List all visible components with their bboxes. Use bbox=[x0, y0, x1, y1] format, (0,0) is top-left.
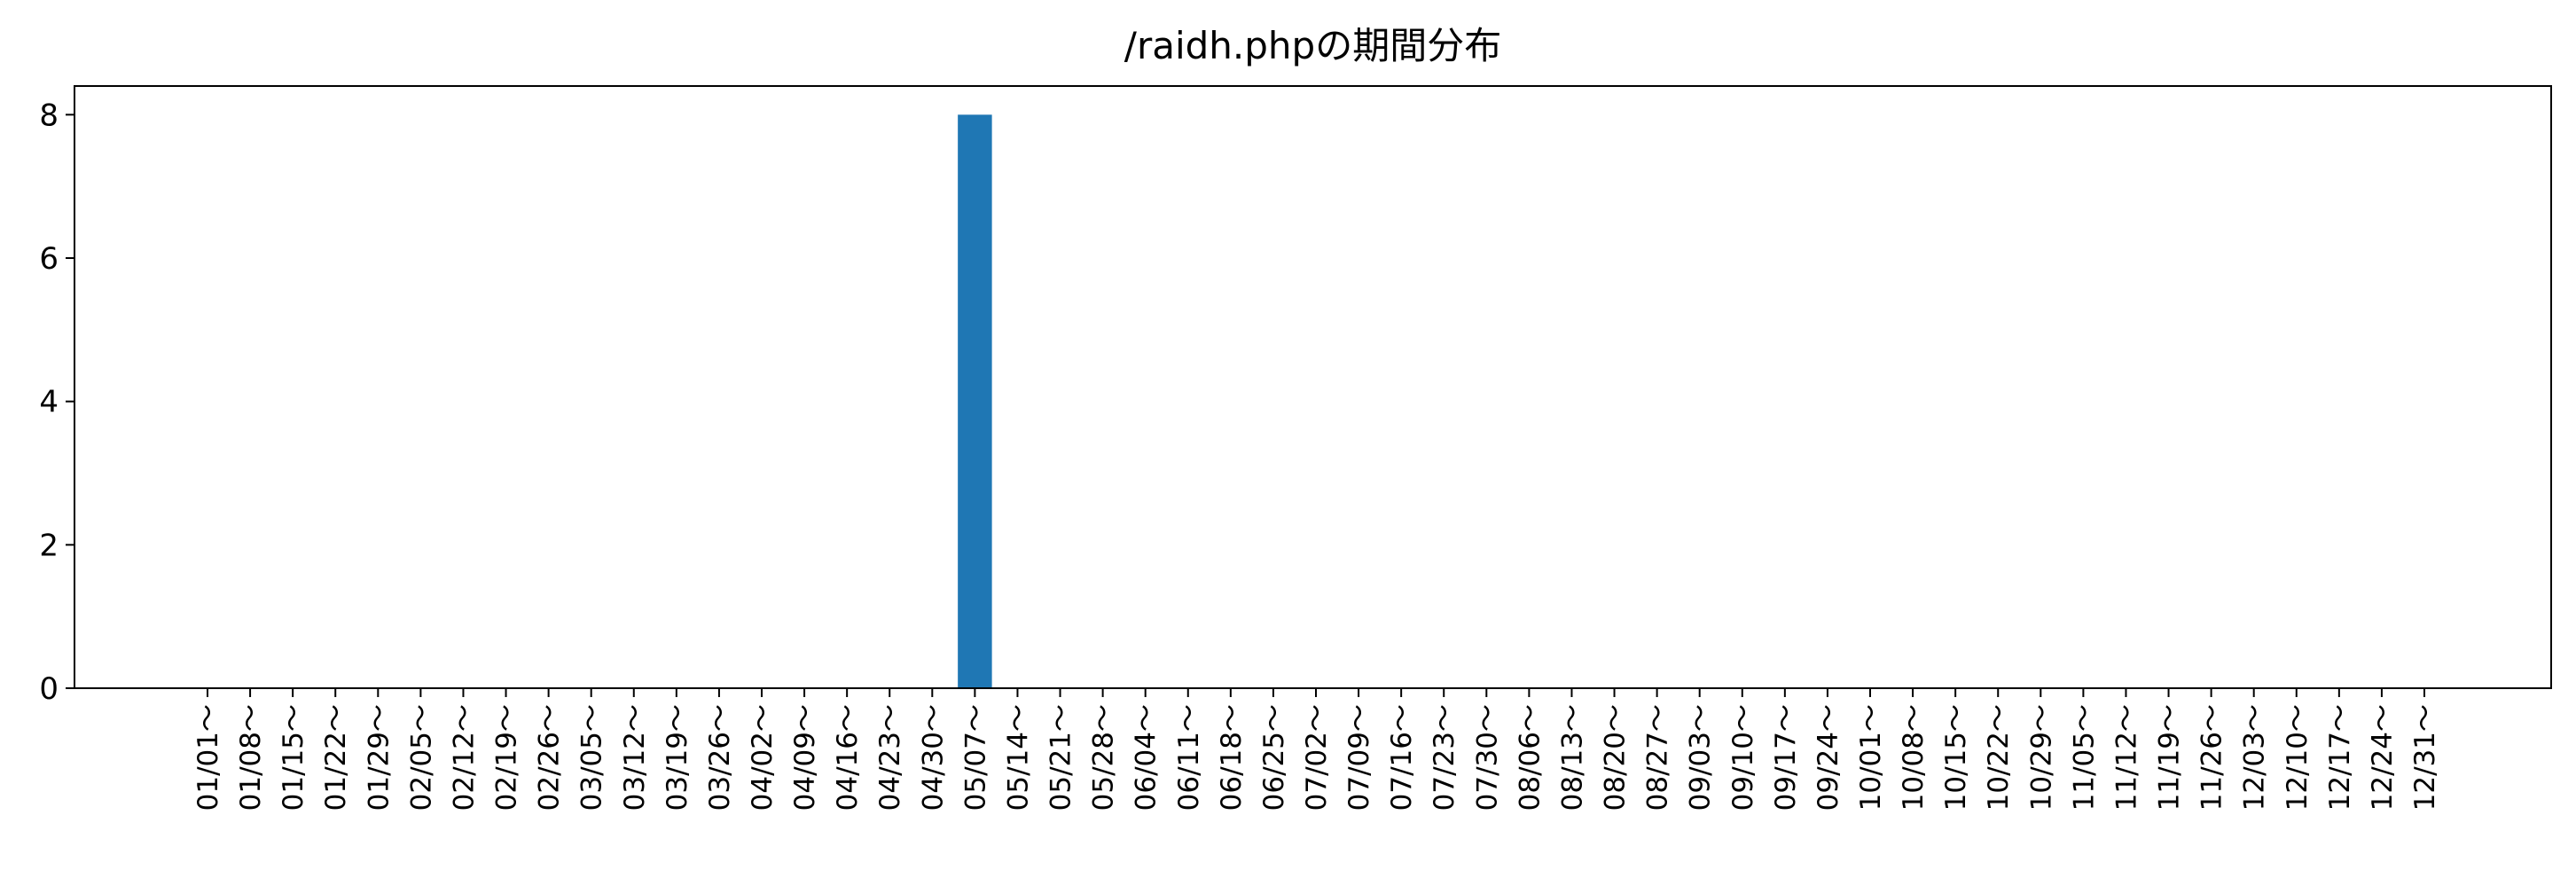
x-tick-label: 07/02～ bbox=[1301, 704, 1333, 811]
x-tick-label: 12/17～ bbox=[2324, 704, 2356, 811]
x-tick-label: 09/10～ bbox=[1727, 704, 1759, 811]
x-tick-label: 04/02～ bbox=[747, 704, 779, 811]
x-tick-label: 11/12～ bbox=[2110, 704, 2142, 811]
y-tick-label: 0 bbox=[39, 671, 59, 707]
x-tick-label: 10/01～ bbox=[1855, 704, 1887, 811]
bar bbox=[958, 114, 992, 689]
y-tick-label: 4 bbox=[39, 385, 59, 420]
x-tick-label: 01/15～ bbox=[278, 704, 309, 811]
x-tick-label: 12/10～ bbox=[2282, 704, 2314, 811]
x-tick-label: 03/05～ bbox=[576, 704, 608, 811]
x-tick-label: 02/19～ bbox=[491, 704, 523, 811]
x-tick-label: 06/11～ bbox=[1173, 704, 1205, 811]
x-tick-label: 03/26～ bbox=[704, 704, 736, 811]
x-tick-label: 07/23～ bbox=[1429, 704, 1460, 811]
x-tick-label: 11/26～ bbox=[2196, 704, 2228, 811]
x-tick-label: 05/14～ bbox=[1002, 704, 1034, 811]
x-tick-label: 10/22～ bbox=[1983, 704, 2015, 811]
x-tick-label: 05/28～ bbox=[1088, 704, 1120, 811]
x-tick-label: 06/18～ bbox=[1216, 704, 1248, 811]
y-tick-label: 2 bbox=[39, 528, 59, 563]
x-tick-label: 10/08～ bbox=[1898, 704, 1930, 811]
x-tick-label: 05/21～ bbox=[1045, 704, 1077, 811]
x-tick-label: 08/27～ bbox=[1642, 704, 1674, 811]
x-tick-label: 04/23～ bbox=[874, 704, 906, 811]
x-tick-label: 07/16～ bbox=[1386, 704, 1418, 811]
x-tick-label: 11/19～ bbox=[2154, 704, 2186, 811]
y-axis: 0 2 4 6 8 bbox=[39, 98, 74, 707]
x-tick-label: 08/06～ bbox=[1514, 704, 1546, 811]
x-tick-label: 07/30～ bbox=[1471, 704, 1503, 811]
x-tick-label: 04/30～ bbox=[917, 704, 949, 811]
x-tick-label: 09/24～ bbox=[1813, 704, 1844, 811]
y-tick-label: 6 bbox=[39, 241, 59, 277]
x-tick-label: 03/19～ bbox=[662, 704, 693, 811]
x-tick-label: 01/29～ bbox=[363, 704, 395, 811]
x-tick-label: 10/15～ bbox=[1940, 704, 1972, 811]
x-tick-label: 01/01～ bbox=[192, 704, 224, 811]
x-tick-label: 10/29～ bbox=[2025, 704, 2057, 811]
x-tick-label: 07/09～ bbox=[1343, 704, 1375, 811]
bar-series bbox=[958, 114, 992, 689]
x-tick-label: 04/09～ bbox=[789, 704, 821, 811]
chart-title: /raidh.phpの期間分布 bbox=[1124, 24, 1501, 67]
x-tick-label: 05/07～ bbox=[959, 704, 991, 811]
x-tick-label: 01/08～ bbox=[235, 704, 267, 811]
x-tick-label: 12/31～ bbox=[2409, 704, 2441, 811]
plot-frame bbox=[74, 85, 2552, 689]
x-tick-label: 04/16～ bbox=[832, 704, 864, 811]
x-tick-label: 08/13～ bbox=[1556, 704, 1588, 811]
x-tick-label: 03/12～ bbox=[619, 704, 651, 811]
x-tick-label: 11/05～ bbox=[2068, 704, 2100, 811]
x-tick-label: 02/05～ bbox=[405, 704, 437, 811]
y-tick-label: 8 bbox=[39, 98, 59, 133]
x-tick-label: 08/20～ bbox=[1600, 704, 1632, 811]
x-tick-label: 12/24～ bbox=[2367, 704, 2399, 811]
x-axis: 01/01～ 01/08～ 01/15～ 01/22～ 01/29～ 02/05～ 02/1… bbox=[192, 688, 2441, 811]
x-tick-label: 09/17～ bbox=[1770, 704, 1802, 811]
x-tick-label: 02/12～ bbox=[448, 704, 480, 811]
x-tick-label: 09/03～ bbox=[1685, 704, 1717, 811]
x-tick-label: 12/03～ bbox=[2239, 704, 2271, 811]
x-tick-label: 01/22～ bbox=[320, 704, 352, 811]
x-tick-label: 02/26～ bbox=[534, 704, 566, 811]
x-tick-label: 06/04～ bbox=[1131, 704, 1163, 811]
x-tick-label: 06/25～ bbox=[1258, 704, 1290, 811]
